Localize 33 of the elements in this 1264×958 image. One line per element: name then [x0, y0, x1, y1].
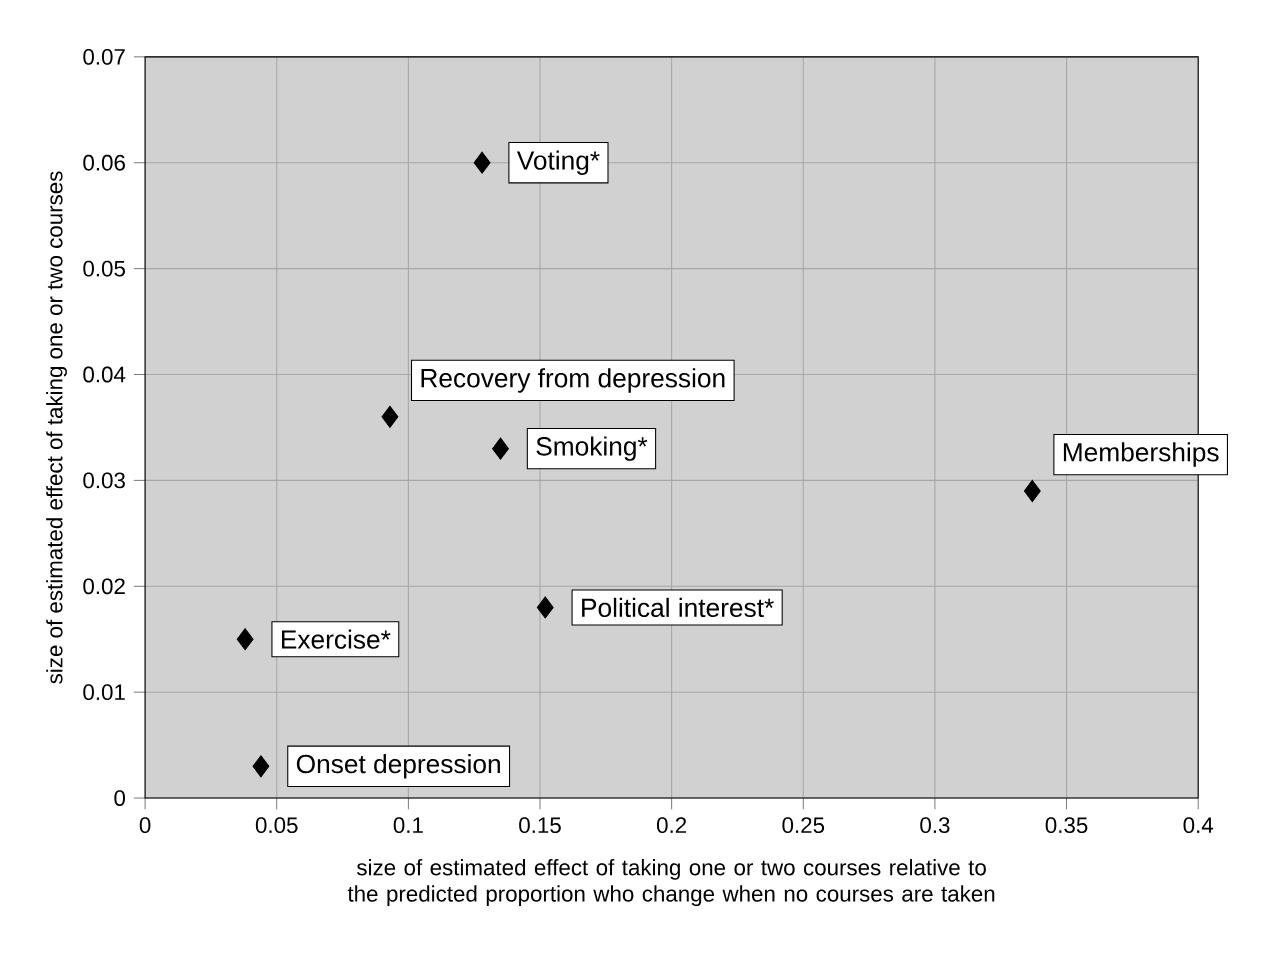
x-tick-label: 0.15 — [519, 817, 561, 833]
y-tick-label: 0.06 — [83, 154, 125, 171]
point — [473, 151, 491, 174]
annotation: Onset depression — [296, 753, 500, 779]
annotation: Voting* — [516, 150, 600, 175]
y-tick-label: 0.02 — [83, 578, 125, 595]
y-tick-label: 0.01 — [83, 684, 125, 701]
y-tick-label: 0 — [114, 790, 126, 806]
annotation: Memberships — [1063, 442, 1219, 467]
point — [536, 596, 554, 619]
point — [492, 437, 509, 460]
y-tick-label: 0.07 — [83, 48, 125, 65]
x-axis-title: size of estimated effect of taking one or two courses relative to the predicted proportion who change when no courses are taken — [347, 858, 995, 907]
point — [381, 405, 399, 428]
point — [236, 628, 254, 651]
x-tick-label: 0.2 — [656, 817, 687, 833]
annotation: Recovery from depression — [421, 368, 725, 393]
y-tick-label: 0.03 — [83, 472, 125, 489]
annotation: Smoking* — [536, 436, 648, 461]
x-tick-label: 0.3 — [920, 817, 950, 833]
x-tick-label: 0.1 — [393, 817, 423, 833]
y-tick-label: 0.04 — [83, 366, 126, 383]
x-tick-label: 0.25 — [782, 817, 825, 833]
x-tick-label: 0.05 — [255, 817, 298, 833]
annotation: Political interest* — [582, 597, 774, 618]
point — [1023, 479, 1041, 502]
x-tick-label: 0.35 — [1045, 817, 1088, 833]
point — [252, 755, 270, 778]
y-tick-label: 0.05 — [83, 260, 125, 277]
annotation: Exercise* — [281, 629, 391, 649]
x-tick-label: 0 — [139, 817, 151, 833]
x-tick-label: 0.4 — [1183, 817, 1214, 833]
y-axis-title: size of estimated effect of taking one or two courses — [46, 171, 67, 684]
